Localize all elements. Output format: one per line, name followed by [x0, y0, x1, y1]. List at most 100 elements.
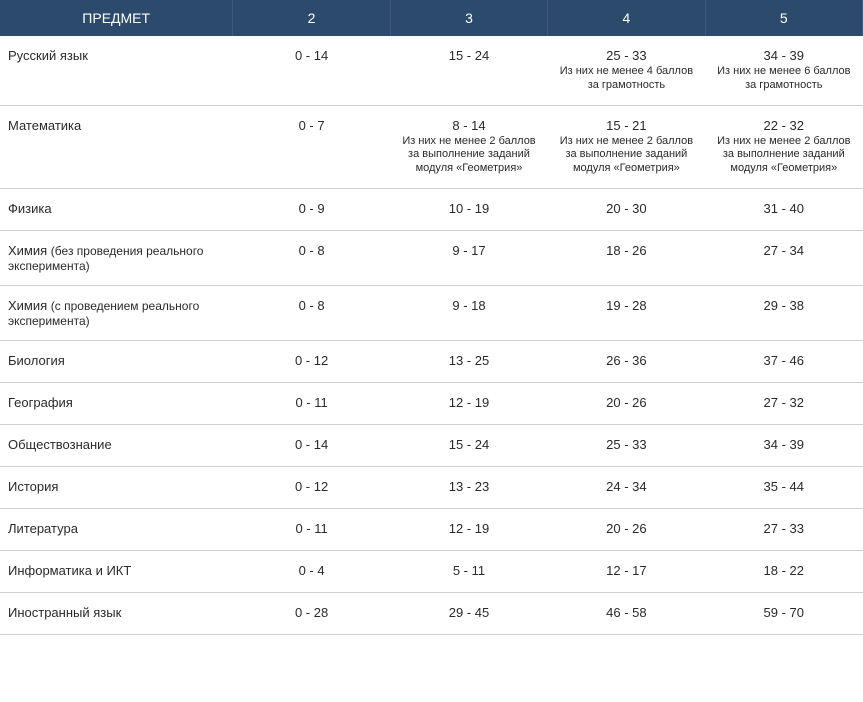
score-cell: 34 - 39: [705, 424, 862, 466]
score-range: 31 - 40: [713, 201, 854, 216]
score-range: 9 - 18: [398, 298, 539, 313]
subject-cell: Иностранный язык: [0, 592, 233, 634]
score-range: 0 - 14: [241, 437, 382, 452]
score-cell: 0 - 12: [233, 340, 390, 382]
score-range: 12 - 17: [556, 563, 697, 578]
score-range: 18 - 26: [556, 243, 697, 258]
score-cell: 12 - 19: [390, 382, 547, 424]
score-range: 0 - 11: [241, 395, 382, 410]
score-cell: 20 - 30: [548, 188, 705, 230]
score-range: 35 - 44: [713, 479, 854, 494]
score-cell: 0 - 12: [233, 466, 390, 508]
score-cell: 27 - 33: [705, 508, 862, 550]
subject-name: Математика: [8, 118, 81, 133]
table-row: Химия (без проведения реального эксперим…: [0, 230, 863, 285]
score-range: 9 - 17: [398, 243, 539, 258]
score-cell: 8 - 14Из них не менее 2 баллов за выполн…: [390, 105, 547, 188]
subject-cell: Математика: [0, 105, 233, 188]
score-cell: 25 - 33Из них не менее 4 баллов за грамо…: [548, 36, 705, 105]
subject-cell: Обществознание: [0, 424, 233, 466]
score-range: 0 - 8: [241, 243, 382, 258]
score-cell: 0 - 4: [233, 550, 390, 592]
subject-cell: Биология: [0, 340, 233, 382]
score-cell: 27 - 34: [705, 230, 862, 285]
subject-name: История: [8, 479, 58, 494]
score-cell: 37 - 46: [705, 340, 862, 382]
score-cell: 0 - 8: [233, 230, 390, 285]
score-cell: 9 - 17: [390, 230, 547, 285]
subject-name: Обществознание: [8, 437, 112, 452]
score-range: 18 - 22: [713, 563, 854, 578]
subject-name: Литература: [8, 521, 78, 536]
score-cell: 35 - 44: [705, 466, 862, 508]
score-range: 20 - 26: [556, 521, 697, 536]
score-cell: 15 - 24: [390, 36, 547, 105]
table-body: Русский язык0 - 1415 - 2425 - 33Из них н…: [0, 36, 863, 634]
score-cell: 59 - 70: [705, 592, 862, 634]
table-row: Русский язык 0 - 14 15 - 24 25 - 33Из них н…: [0, 36, 863, 105]
score-range: 15 - 24: [398, 48, 539, 63]
score-cell: 25 - 33: [548, 424, 705, 466]
score-cell: 0 - 7: [233, 105, 390, 188]
score-cell: 20 - 26: [548, 508, 705, 550]
subject-name: Физика: [8, 201, 52, 216]
table-row: Обществознание 0 - 14 15 - 24 25 - 33 34 - 3…: [0, 424, 863, 466]
score-cell: 0 - 14: [233, 36, 390, 105]
col-grade-3: 3: [390, 0, 547, 36]
subject-name: Русский язык: [8, 48, 88, 63]
score-range: 0 - 14: [241, 48, 382, 63]
score-cell: 24 - 34: [548, 466, 705, 508]
score-cell: 27 - 32: [705, 382, 862, 424]
score-cell: 20 - 26: [548, 382, 705, 424]
score-range: 29 - 45: [398, 605, 539, 620]
score-cell: 9 - 18: [390, 285, 547, 340]
table-row: Литература 0 - 11 12 - 19 20 - 26 27 - 33: [0, 508, 863, 550]
score-range: 22 - 32: [713, 118, 854, 133]
score-range: 25 - 33: [556, 437, 697, 452]
score-range: 0 - 28: [241, 605, 382, 620]
score-cell: 15 - 24: [390, 424, 547, 466]
score-range: 19 - 28: [556, 298, 697, 313]
score-note: Из них не менее 4 баллов за грамотность: [556, 65, 697, 93]
table-row: Математика0 - 78 - 14Из них не менее 2 б…: [0, 105, 863, 188]
subject-name: Биология: [8, 353, 65, 368]
score-cell: 31 - 40: [705, 188, 862, 230]
score-cell: 18 - 26: [548, 230, 705, 285]
score-note: Из них не менее 2 баллов за выполнение з…: [713, 135, 854, 176]
score-cell: 0 - 28: [233, 592, 390, 634]
score-cell: 29 - 45: [390, 592, 547, 634]
score-range: 27 - 34: [713, 243, 854, 258]
score-range: 8 - 14: [398, 118, 539, 133]
score-note: Из них не менее 6 баллов за грамотность: [713, 65, 854, 93]
score-cell: 46 - 58: [548, 592, 705, 634]
score-range: 29 - 38: [713, 298, 854, 313]
score-range: 12 - 19: [398, 521, 539, 536]
subject-name: Информатика и ИКТ: [8, 563, 131, 578]
score-cell: 34 - 39Из них не менее 6 баллов за грамо…: [705, 36, 862, 105]
score-cell: 18 - 22: [705, 550, 862, 592]
col-grade-2: 2: [233, 0, 390, 36]
col-grade-4: 4: [548, 0, 705, 36]
score-conversion-table: ПРЕДМЕТ 2 3 4 5 Русский язык0 - 1415 - 2…: [0, 0, 863, 635]
table-row: География0 - 1112 - 1920 - 2627 - 32: [0, 382, 863, 424]
score-note: Из них не менее 2 баллов за выполнение з…: [556, 135, 697, 176]
score-range: 24 - 34: [556, 479, 697, 494]
score-range: 13 - 23: [398, 479, 539, 494]
table-row: Химия (с проведением реального экспериме…: [0, 285, 863, 340]
score-cell: 13 - 23: [390, 466, 547, 508]
score-range: 12 - 19: [398, 395, 539, 410]
score-range: 0 - 12: [241, 479, 382, 494]
score-range: 0 - 7: [241, 118, 382, 133]
score-cell: 12 - 19: [390, 508, 547, 550]
score-cell: 19 - 28: [548, 285, 705, 340]
score-range: 34 - 39: [713, 437, 854, 452]
score-cell: 13 - 25: [390, 340, 547, 382]
score-range: 10 - 19: [398, 201, 539, 216]
subject-cell: История: [0, 466, 233, 508]
score-range: 27 - 32: [713, 395, 854, 410]
subject-cell: Информатика и ИКТ: [0, 550, 233, 592]
score-range: 15 - 21: [556, 118, 697, 133]
subject-cell: Химия (с проведением реального экспериме…: [0, 285, 233, 340]
score-range: 0 - 11: [241, 521, 382, 536]
score-cell: 0 - 14: [233, 424, 390, 466]
